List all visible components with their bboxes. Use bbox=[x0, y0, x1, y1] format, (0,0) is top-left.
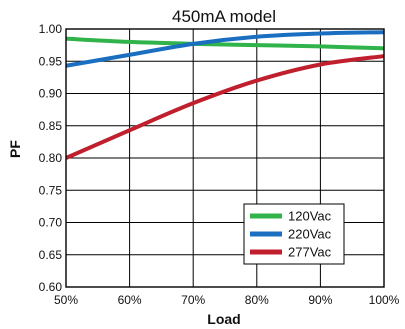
y-tick-label: 0.65 bbox=[39, 248, 63, 262]
y-axis-title: PF bbox=[7, 140, 23, 158]
x-tick-label: 90% bbox=[308, 293, 332, 307]
legend: 120Vac 220Vac 277Vac bbox=[243, 203, 345, 265]
series-line-277vac bbox=[65, 54, 385, 160]
legend-label: 220Vac bbox=[288, 227, 332, 242]
x-tick-label: 80% bbox=[245, 293, 269, 307]
y-tick-label: 0.90 bbox=[39, 87, 63, 101]
chart-title: 450mA model bbox=[172, 7, 276, 26]
series-line-120vac bbox=[65, 36, 385, 51]
axis-ticks: 50% 60% 70% 80% 90% 100% 0.60 0.65 0.70 0.75 0.80 0… bbox=[39, 22, 400, 307]
legend-label: 120Vac bbox=[288, 209, 332, 224]
legend-label: 277Vac bbox=[288, 245, 332, 260]
y-tick-label: 0.95 bbox=[39, 54, 63, 68]
series-lines bbox=[65, 30, 385, 160]
y-tick-label: 0.80 bbox=[39, 151, 63, 165]
y-tick-label: 0.60 bbox=[39, 280, 63, 294]
x-axis-title: Load bbox=[207, 311, 240, 327]
x-tick-label: 50% bbox=[54, 293, 78, 307]
x-tick-label: 100% bbox=[369, 293, 400, 307]
plot-frame bbox=[65, 28, 385, 288]
y-tick-label: 0.85 bbox=[39, 119, 63, 133]
x-tick-label: 70% bbox=[181, 293, 205, 307]
series-line-220vac bbox=[65, 30, 385, 68]
x-tick-label: 60% bbox=[118, 293, 142, 307]
y-tick-label: 1.00 bbox=[39, 22, 63, 36]
y-tick-label: 0.70 bbox=[39, 216, 63, 230]
y-tick-label: 0.75 bbox=[39, 183, 63, 197]
